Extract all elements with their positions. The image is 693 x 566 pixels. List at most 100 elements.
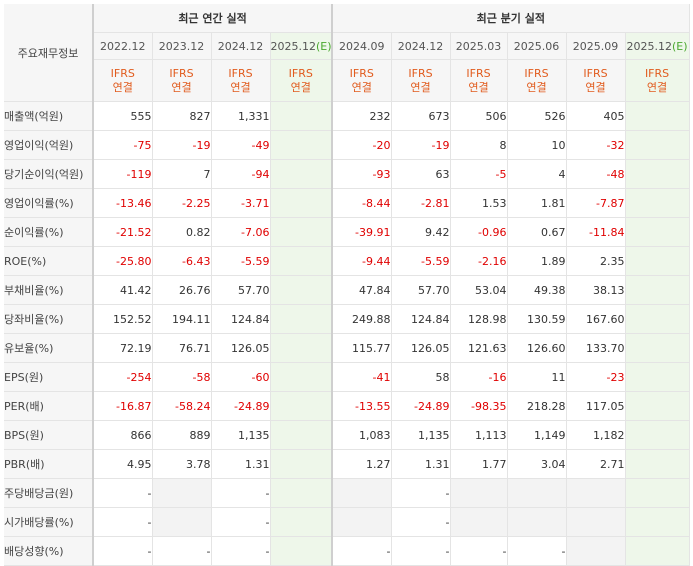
value-cell: 1,113 [450, 420, 508, 450]
value-cell [270, 159, 334, 189]
value-cell: -13.55 [332, 391, 392, 421]
value-cell [625, 159, 690, 189]
value-cell: - [391, 536, 451, 566]
value-cell: -60 [211, 362, 271, 392]
table-row: 시가배당률(%) - - - [4, 507, 690, 537]
value-cell: 126.05 [391, 333, 451, 363]
value-cell: - [450, 536, 508, 566]
value-cell: 130.59 [507, 304, 567, 334]
value-cell [270, 362, 334, 392]
value-cell: 2.35 [566, 246, 626, 276]
consolidated-text: 연결 [410, 80, 431, 94]
value-cell: 506 [450, 101, 508, 131]
value-cell [507, 478, 567, 508]
period-header: 2025.09 [566, 32, 626, 60]
ifrs-consolidated-label: IFRS 연결 [566, 59, 626, 102]
value-cell [152, 478, 212, 508]
period-header: 2024.12 [391, 32, 451, 60]
value-cell: - [507, 536, 567, 566]
value-cell: -23 [566, 362, 626, 392]
period-label: 2025.03 [455, 39, 502, 53]
value-cell: -58.24 [152, 391, 212, 421]
value-cell: 49.38 [507, 275, 567, 305]
value-cell: -2.25 [152, 188, 212, 218]
value-cell: 57.70 [211, 275, 271, 305]
value-cell: -8.44 [332, 188, 392, 218]
value-cell [270, 333, 334, 363]
value-cell [332, 507, 392, 537]
value-cell: 9.42 [391, 217, 451, 247]
value-cell [450, 507, 508, 537]
value-cell: -16 [450, 362, 508, 392]
value-cell: -24.89 [391, 391, 451, 421]
table-row: 순이익률(%) -21.52 0.82 -7.06 -39.91 9.42 -0.96 0.6… [4, 217, 690, 247]
value-cell [270, 478, 334, 508]
value-cell [625, 188, 690, 218]
table-row: PER(배) -16.87 -58.24 -24.89 -13.55 -24.89 -98.… [4, 391, 690, 421]
value-cell: -24.89 [211, 391, 271, 421]
ifrs-text: IFRS [228, 66, 253, 80]
value-cell: 152.52 [93, 304, 153, 334]
consolidated-text: 연결 [468, 80, 489, 94]
value-cell: -94 [211, 159, 271, 189]
value-cell: 0.67 [507, 217, 567, 247]
value-cell [625, 536, 690, 566]
row-label: 당기순이익(억원) [4, 159, 94, 189]
value-cell: 128.98 [450, 304, 508, 334]
value-cell [625, 478, 690, 508]
row-label: 순이익률(%) [4, 217, 94, 247]
ifrs-text: IFRS [466, 66, 491, 80]
row-label: 부채비율(%) [4, 275, 94, 305]
value-cell: -13.46 [93, 188, 153, 218]
table-row: 당기순이익(억원) -119 7 -94 -93 63 -5 4 -48 [4, 159, 690, 189]
ifrs-consolidated-label: IFRS 연결 [270, 59, 334, 102]
value-cell: - [93, 507, 153, 537]
value-cell [270, 217, 334, 247]
ifrs-text: IFRS [644, 66, 670, 80]
ifrs-text: IFRS [169, 66, 194, 80]
value-cell: 4 [507, 159, 567, 189]
value-cell: 41.42 [93, 275, 153, 305]
row-label: 배당성향(%) [4, 536, 94, 566]
value-cell [625, 101, 690, 131]
value-cell [625, 217, 690, 247]
value-cell [625, 507, 690, 537]
consolidated-text: 연결 [230, 80, 251, 94]
value-cell: 555 [93, 101, 153, 131]
value-cell [507, 507, 567, 537]
row-label: 시가배당률(%) [4, 507, 94, 537]
value-cell [270, 304, 334, 334]
value-cell: - [93, 536, 153, 566]
value-cell: -58 [152, 362, 212, 392]
period-header: 2022.12 [93, 32, 153, 60]
value-cell [270, 246, 334, 276]
value-cell: 117.05 [566, 391, 626, 421]
consolidated-text: 연결 [351, 80, 372, 94]
table-row: 영업이익률(%) -13.46 -2.25 -3.71 -8.44 -2.81 1.53 1.… [4, 188, 690, 218]
period-header: 2025.12(E) [270, 32, 334, 60]
value-cell: 167.60 [566, 304, 626, 334]
annual-results-header: 최근 연간 실적 [93, 4, 334, 33]
consolidated-text: 연결 [526, 80, 547, 94]
value-cell: -39.91 [332, 217, 392, 247]
ifrs-consolidated-label: IFRS 연결 [391, 59, 451, 102]
ifrs-text: IFRS [288, 66, 313, 80]
ifrs-consolidated-label: IFRS 연결 [93, 59, 153, 102]
period-label: 2025.12 [626, 39, 673, 53]
value-cell: 124.84 [211, 304, 271, 334]
period-header: 2023.12 [152, 32, 212, 60]
period-label: 2024.09 [339, 39, 385, 53]
ifrs-consolidated-label: IFRS 연결 [625, 59, 690, 102]
period-label: 2025.12 [270, 39, 317, 53]
ifrs-consolidated-label: IFRS 연결 [152, 59, 212, 102]
table-row: EPS(원) -254 -58 -60 -41 58 -16 11 -23 [4, 362, 690, 392]
value-cell [566, 478, 626, 508]
value-cell: 124.84 [391, 304, 451, 334]
table-row: 매출액(억원) 555 827 1,331 232 673 506 526 405 [4, 101, 690, 131]
value-cell: 218.28 [507, 391, 567, 421]
value-cell [270, 275, 334, 305]
value-cell [270, 507, 334, 537]
financial-rows: 매출액(억원) 555 827 1,331 232 673 506 526 405 영업이익(억원… [4, 101, 690, 566]
value-cell: 121.63 [450, 333, 508, 363]
period-header: 2025.12(E) [625, 32, 690, 60]
